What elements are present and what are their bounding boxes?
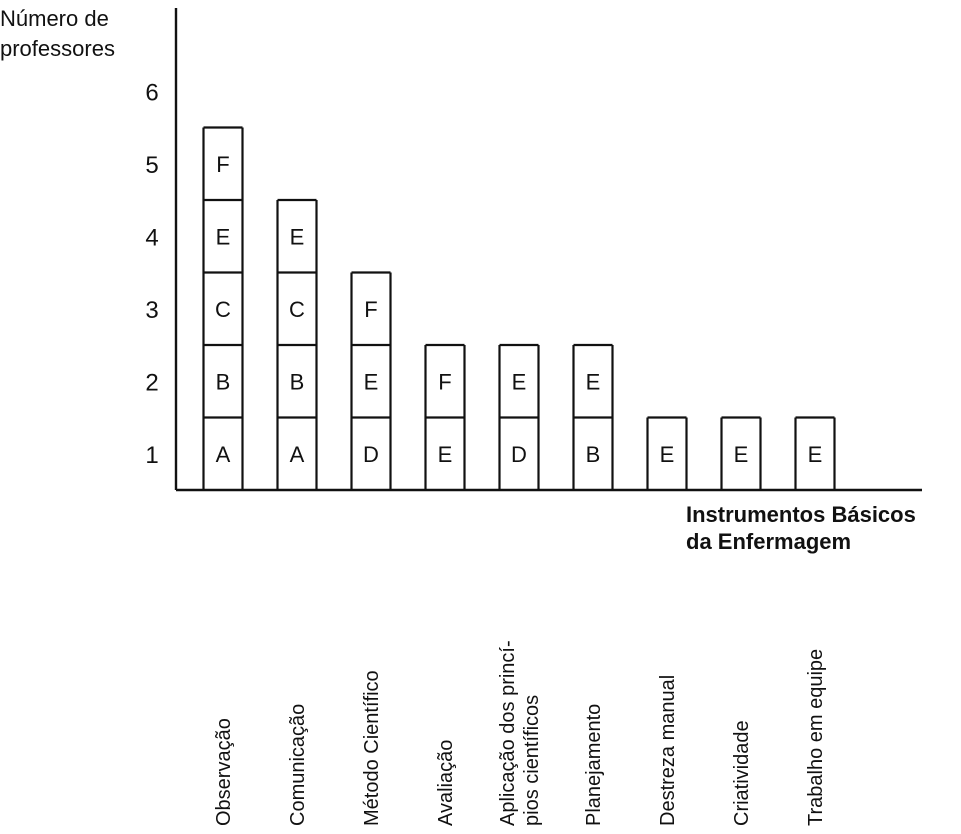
bar-segment-label: C xyxy=(289,297,305,322)
category-label: Aplicação dos princí- xyxy=(497,640,519,826)
y-tick-label: 2 xyxy=(145,369,158,396)
bar-segment-label: A xyxy=(290,442,305,467)
bar-segment-label: E xyxy=(808,442,823,467)
bar-segment-label: D xyxy=(511,442,527,467)
bar-stack: E xyxy=(720,416,762,490)
y-tick-label: 1 xyxy=(145,442,158,469)
y-tick-label: 5 xyxy=(145,152,158,179)
bar-segment-label: E xyxy=(512,369,527,394)
y-tick-label: 4 xyxy=(145,224,158,251)
category-label: Destreza manual xyxy=(657,675,679,826)
bar-stack: EF xyxy=(424,343,466,490)
axes xyxy=(174,8,922,492)
bar-segment-label: E xyxy=(290,224,305,249)
bar-segment-label: E xyxy=(660,442,675,467)
category-label: Método Científico xyxy=(361,670,383,826)
category-label: pios científicos xyxy=(521,695,543,826)
category-labels: Observação Comunicação Método Científico Av… xyxy=(213,640,827,826)
bar-segment-label: B xyxy=(586,442,601,467)
bar-stack: BE xyxy=(572,343,614,490)
bar-segment-label: E xyxy=(438,442,453,467)
bar-segment-label: F xyxy=(364,297,377,322)
bar-stack: A B C E xyxy=(276,198,318,490)
bar-stack: D E F xyxy=(350,271,392,490)
y-axis-title-line: Número de xyxy=(0,6,109,31)
category-label: Avaliação xyxy=(435,740,457,826)
x-axis-title-line: da Enfermagem xyxy=(686,529,851,554)
bar-segment-label: E xyxy=(216,224,231,249)
bar-segment-label: E xyxy=(586,369,601,394)
bar-segment-label: B xyxy=(290,369,305,394)
y-tick-label: 3 xyxy=(145,297,158,324)
category-label: Trabalho em equipe xyxy=(805,649,827,826)
y-axis-ticks: 1 2 3 4 5 6 xyxy=(145,79,158,469)
x-axis-title-line: Instrumentos Básicos xyxy=(686,502,916,527)
bar-segment-label: E xyxy=(734,442,749,467)
bar-segment-label: F xyxy=(438,369,451,394)
bar-segment-label: B xyxy=(216,369,231,394)
bar-stack: E xyxy=(646,416,688,490)
bar-segment-label: C xyxy=(215,297,231,322)
bar-segment-label: E xyxy=(364,369,379,394)
y-axis-title: Número de professores xyxy=(0,6,115,61)
bar-stack: DE xyxy=(498,343,540,490)
bar-stack: E xyxy=(794,416,836,490)
bar-segment-label: D xyxy=(363,442,379,467)
bar-stack: A B C E F xyxy=(202,126,244,490)
category-label: Criatividade xyxy=(731,720,753,826)
bar-segment-label: A xyxy=(216,442,231,467)
y-tick-label: 6 xyxy=(145,79,158,106)
bar-segment-label: F xyxy=(216,152,229,177)
y-axis-title-line: professores xyxy=(0,36,115,61)
category-label: Planejamento xyxy=(583,704,605,826)
category-label: Comunicação xyxy=(287,704,309,826)
category-label: Observação xyxy=(213,718,235,826)
